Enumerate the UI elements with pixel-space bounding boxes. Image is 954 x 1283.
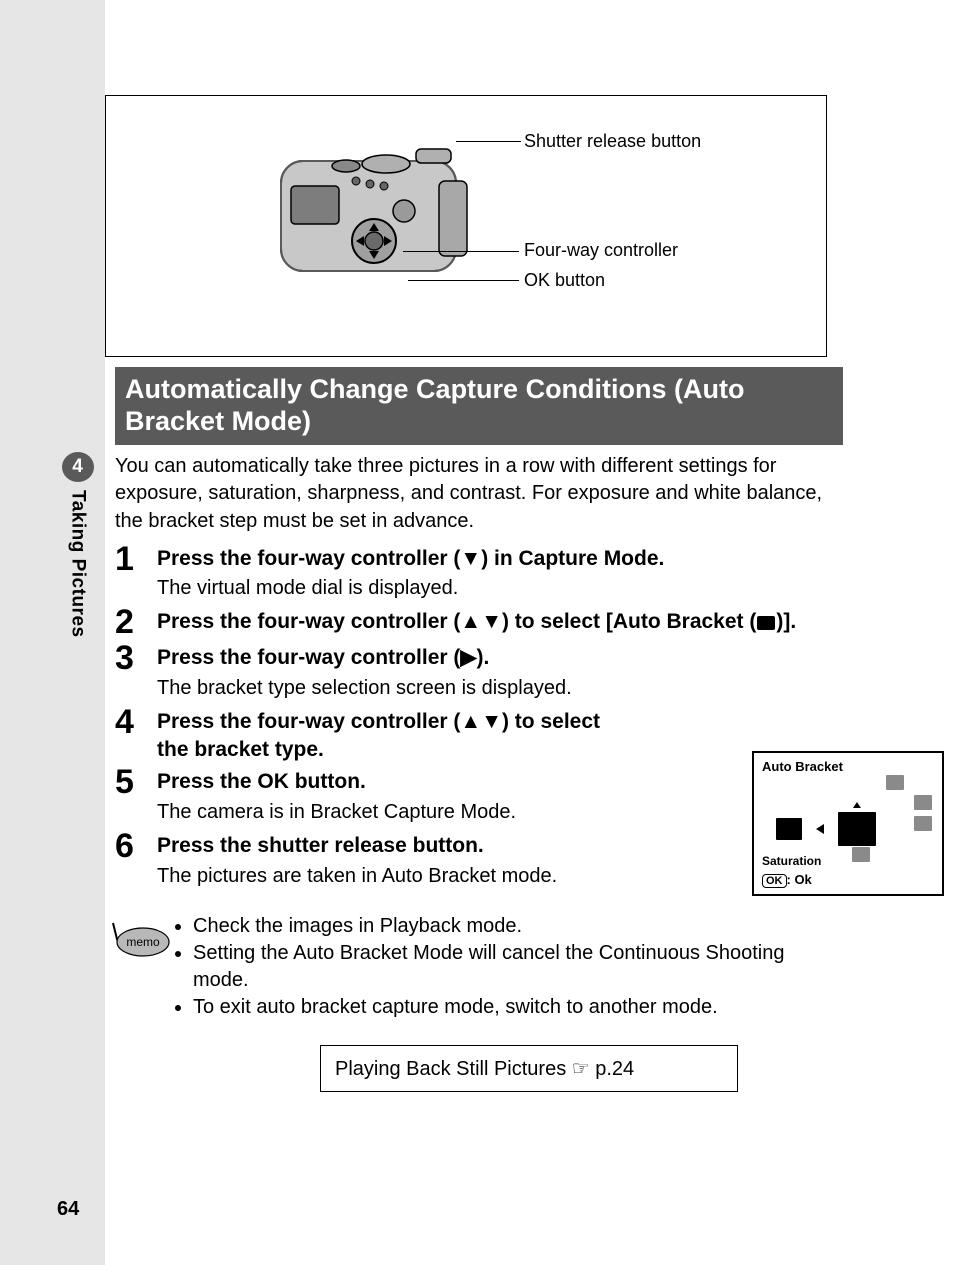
screen-ok-hint: OK: Ok [762,872,812,888]
step-heading: Press the four-way controller (▶). [157,644,845,672]
step-number: 2 [115,605,157,639]
step-number: 5 [115,765,157,827]
memo-item: To exit auto bracket capture mode, switc… [193,994,845,1021]
step-heading: Press the four-way controller (▲▼) to se… [157,708,607,763]
camera-illustration [266,121,481,301]
diagram-label-ok: OK button [524,270,605,291]
bracket-mode-icon [757,616,775,630]
diagram-label-fourway: Four-way controller [524,240,678,261]
memo-item: Setting the Auto Bracket Mode will cance… [193,940,845,994]
step-heading: Press the four-way controller (▼) in Cap… [157,545,845,573]
left-arrow-icon [816,824,824,834]
svg-text:memo: memo [126,935,160,949]
s-bracket-icon [852,847,870,867]
chapter-tab: 4 Taking Pictures [50,452,105,638]
steps-list: 1 Press the four-way controller (▼) in C… [115,542,845,891]
camera-diagram: Shutter release button Four-way controll… [105,95,827,357]
memo-block: memo Check the images in Playback mode. … [105,913,845,1021]
step-5: 5 Press the OK button. The camera is in … [115,765,845,827]
step-6: 6 Press the shutter release button. The … [115,829,845,891]
step-number: 3 [115,641,157,703]
bracket-icon-selected [838,812,876,846]
ok-badge: OK [762,874,787,888]
content-area: Shutter release button Four-way controll… [105,0,845,1092]
step-heading: Press the four-way controller (▲▼) to se… [157,608,845,636]
reference-box: Playing Back Still Pictures ☞ p.24 [320,1045,738,1092]
wb-bracket-icon [886,775,904,795]
bracket-option-icons [914,795,932,831]
step-subtext: The virtual mode dial is displayed. [157,574,845,603]
screen-title: Auto Bracket [762,759,843,774]
step-number: 4 [115,705,157,763]
memo-item: Check the images in Playback mode. [193,913,845,940]
step-subtext: The camera is in Bracket Capture Mode. [157,798,607,827]
step-number: 1 [115,542,157,604]
memo-list: Check the images in Playback mode. Setti… [173,913,845,1021]
diagram-label-shutter: Shutter release button [524,131,701,152]
section-title: Automatically Change Capture Conditions … [115,367,843,445]
step-subtext: The bracket type selection screen is dis… [157,674,845,703]
step-2: 2 Press the four-way controller (▲▼) to … [115,605,845,639]
step-3: 3 Press the four-way controller (▶). The… [115,641,845,703]
memo-icon: memo [105,913,173,1021]
up-arrow-icon [853,802,861,808]
step-heading: Press the OK button. [157,768,607,796]
chapter-number-badge: 4 [62,452,94,482]
chapter-label: Taking Pictures [67,490,89,638]
page-number: 64 [57,1198,79,1221]
lcd-screen-mock: Auto Bracket Saturation OK: Ok [752,751,944,896]
bracket-icon [776,818,802,840]
step-1: 1 Press the four-way controller (▼) in C… [115,542,845,604]
step-number: 6 [115,829,157,891]
step-heading: Press the shutter release button. [157,832,845,860]
manual-page: 4 Taking Pictures [0,0,954,1283]
screen-saturation-label: Saturation [762,854,821,868]
step-4: 4 Press the four-way controller (▲▼) to … [115,705,845,763]
intro-text: You can automatically take three picture… [115,453,850,536]
step-subtext: The pictures are taken in Auto Bracket m… [157,862,845,891]
